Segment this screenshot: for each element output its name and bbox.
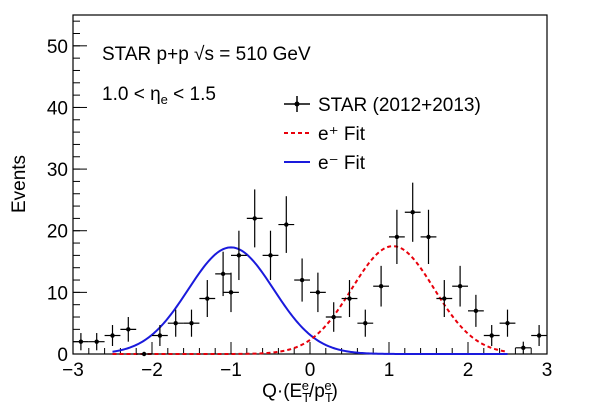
data-point: [420, 209, 437, 265]
y-axis-title: Events: [9, 155, 30, 213]
collision-annotation: STAR p+p √s = 510 GeV: [102, 44, 311, 65]
y-tick-label: 50: [47, 37, 68, 58]
data-point: [246, 189, 263, 248]
x-tick-label: −3: [62, 360, 84, 381]
data-point: [262, 230, 279, 281]
x-tick-label: 3: [542, 360, 553, 381]
data-point: [357, 309, 374, 337]
legend-label-star: STAR (2012+2013): [318, 95, 481, 116]
x-tick-label: −2: [141, 360, 163, 381]
x-tick-label: −1: [220, 360, 242, 381]
data-point: [223, 272, 239, 313]
data-point: [341, 280, 358, 318]
data-point: [73, 333, 89, 351]
data-point: [389, 209, 405, 265]
y-tick-label: 0: [57, 345, 68, 366]
data-point: [183, 309, 200, 337]
data-point: [531, 325, 547, 346]
data-point: [152, 325, 168, 346]
star-data-points: [73, 182, 547, 357]
legend-marker-star: [284, 96, 310, 112]
data-point: [499, 309, 516, 337]
x-axis-ticks: −3 −2 −1 0 1 2 3: [62, 342, 552, 381]
data-point: [104, 325, 121, 346]
legend: STAR (2012+2013) e⁺ Fit e⁻ Fit: [284, 95, 481, 174]
data-point: [468, 294, 484, 327]
legend-label-e-plus: e⁺ Fit: [318, 124, 366, 145]
eta-range-annotation: 1.0 < ηe < 1.5: [102, 84, 216, 107]
y-axis-ticks: 0 10 20 30 40 50: [47, 20, 87, 366]
e-minus-fit-curve: [112, 246, 508, 355]
y-tick-label: 40: [47, 98, 68, 119]
data-point: [483, 325, 500, 346]
data-point: [452, 265, 468, 307]
e-plus-fit-curve: [112, 245, 508, 355]
data-point: [325, 302, 342, 332]
data-point: [88, 333, 105, 351]
data-point: [294, 258, 310, 302]
data-point: [310, 272, 326, 313]
data-point: [515, 341, 532, 354]
data-point: [436, 280, 453, 318]
data-point: [404, 182, 421, 242]
y-tick-label: 20: [47, 222, 68, 243]
y-tick-label: 30: [47, 160, 68, 181]
data-point: [136, 351, 152, 357]
x-tick-label: 2: [463, 360, 474, 381]
x-axis-title: Q·(ETe/pTe): [262, 378, 338, 405]
data-point: [167, 309, 184, 337]
data-point: [231, 230, 247, 281]
data-point: [120, 317, 137, 342]
data-point: [199, 280, 216, 318]
data-point: [373, 265, 389, 307]
data-point: [278, 196, 295, 253]
y-tick-label: 10: [47, 283, 68, 304]
x-tick-label: 0: [305, 360, 316, 381]
legend-label-e-minus: e⁻ Fit: [318, 153, 366, 174]
x-tick-label: 1: [384, 360, 395, 381]
data-point: [215, 251, 231, 297]
